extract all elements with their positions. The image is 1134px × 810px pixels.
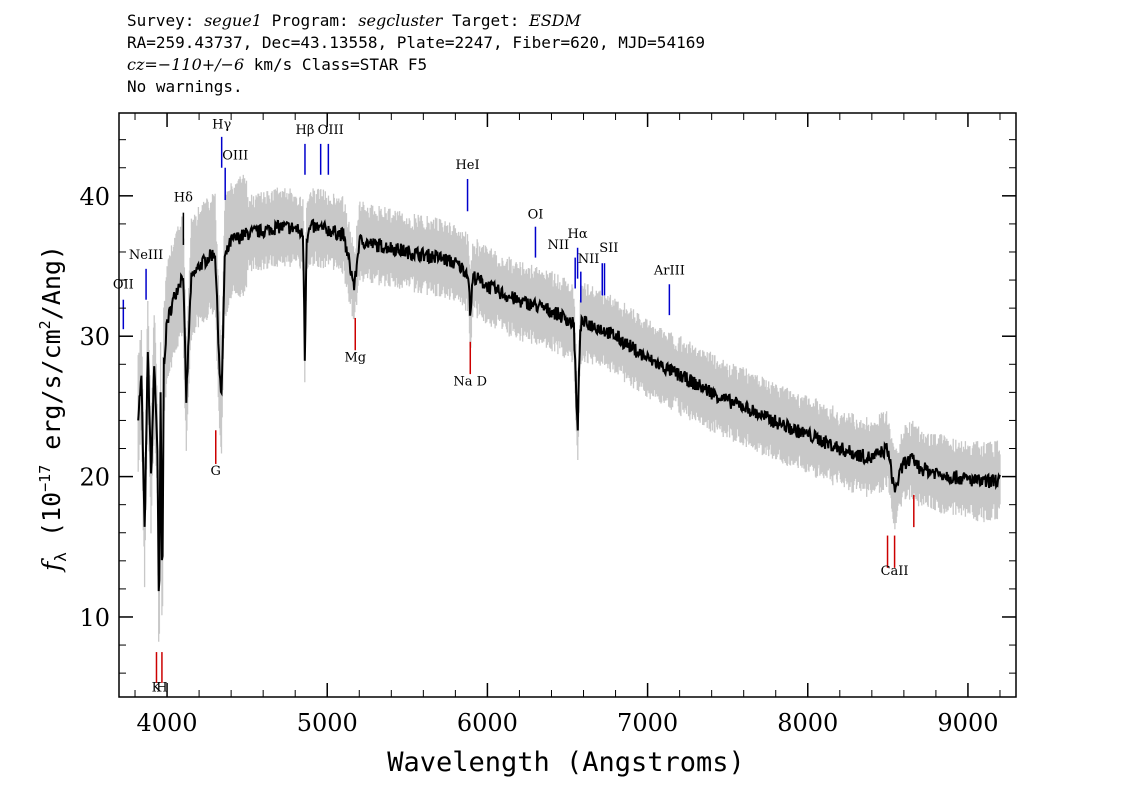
spectral-line-label: H — [156, 680, 167, 695]
spectral-line-label: OIII — [318, 123, 344, 138]
y-label-close: /Ang) — [37, 245, 66, 320]
spectral-line-label: ArIII — [653, 263, 685, 278]
y-label-sq: 2 — [36, 320, 54, 329]
spectral-line-label: G — [211, 464, 221, 479]
y-label-sub: λ — [51, 552, 70, 562]
y-label-open: (10 — [37, 492, 66, 552]
spectral-line-label: NeIII — [129, 248, 163, 263]
header-line-coordinates: RA=259.43737, Dec=43.13558, Plate=2247, … — [127, 33, 705, 52]
x-tick-label: 6000 — [457, 709, 518, 737]
program-value: segcluster — [358, 11, 443, 30]
flux-series-line — [137, 218, 1001, 592]
spectral-line-label: NII — [548, 238, 570, 253]
y-axis-ticks: 10 20 30 40 — [79, 139, 1016, 674]
spectral-line-label: OI — [528, 207, 544, 222]
x-tick-label: 9000 — [937, 709, 998, 737]
spectral-line-label: Na D — [453, 374, 487, 389]
spectral-line-label: Mg — [344, 350, 366, 365]
survey-label: Survey: — [127, 11, 205, 30]
y-tick-label: 20 — [79, 464, 110, 492]
spectrum-header: Survey: segue1 Program: segcluster Targe… — [127, 10, 705, 98]
spectral-line-label: NII — [578, 252, 600, 267]
target-label: Target: — [442, 11, 530, 30]
spectral-line-label: Hγ — [212, 117, 231, 132]
target-value: ESDM — [529, 11, 581, 30]
y-label-unit: erg/s/cm — [37, 329, 66, 464]
cz-value: cz=−110+/−6 — [127, 55, 245, 74]
header-line-redshift: cz=−110+/−6 km/s Class=STAR F5 — [127, 54, 705, 76]
class-text: km/s Class=STAR F5 — [244, 55, 428, 74]
spectral-line-label: Hδ — [174, 190, 193, 205]
y-tick-label: 10 — [79, 604, 110, 632]
x-tick-label: 4000 — [137, 709, 198, 737]
spectral-line-label: SII — [599, 241, 618, 256]
y-tick-label: 40 — [79, 183, 110, 211]
plot-frame — [118, 112, 1017, 698]
x-tick-label: 5000 — [297, 709, 358, 737]
y-label-f: f — [37, 558, 66, 573]
y-label-exp: −17 — [36, 465, 54, 492]
spectral-line-label: OII — [113, 277, 134, 292]
x-tick-label: 7000 — [617, 709, 678, 737]
spectral-line-label: Hβ — [296, 123, 315, 138]
spectral-line-label: CaII — [881, 564, 909, 579]
header-line-warnings: No warnings. — [127, 77, 243, 96]
spectral-line-label: HeI — [455, 158, 479, 173]
x-axis-label: Wavelength (Angstroms) — [387, 747, 745, 778]
spectral-line-label: K — [152, 680, 162, 695]
program-label: Program: — [261, 11, 359, 30]
y-tick-label: 30 — [79, 323, 110, 351]
y-axis-label: fλ (10−17 erg/s/cm2/Ang) — [36, 245, 70, 573]
survey-value: segue1 — [204, 11, 262, 30]
x-tick-label: 8000 — [777, 709, 838, 737]
header-line-survey: Survey: segue1 Program: segcluster Targe… — [127, 10, 705, 32]
x-axis-ticks: 4000 5000 6000 7000 8000 9000 — [134, 113, 1001, 737]
spectral-line-label: OIII — [222, 148, 248, 163]
spectral-line-label: Hα — [568, 227, 588, 242]
